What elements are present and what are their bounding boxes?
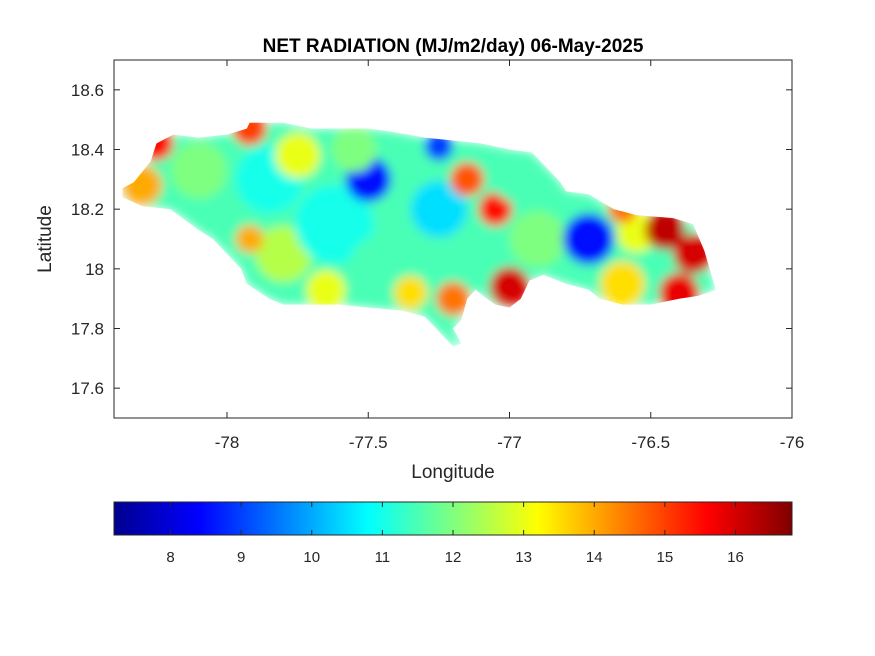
- field-patch-5: [275, 132, 321, 179]
- y-axis-label: Latitude: [35, 205, 56, 273]
- x-axis-label: Longitude: [411, 462, 494, 483]
- field-patch-27: [306, 269, 346, 310]
- field-patch-20: [563, 213, 614, 265]
- field-patch-28: [235, 224, 264, 254]
- field-patch-18: [492, 156, 538, 202]
- x-axis: -78 -77.5 -77 -76.5 -76: [215, 60, 805, 452]
- x-tick-label: -76.5: [631, 433, 670, 452]
- field-patch-17: [489, 266, 530, 307]
- y-tick-label: 17.8: [71, 320, 104, 339]
- colorbar-tick-label: 9: [237, 549, 245, 566]
- x-tick-label: -77: [497, 433, 522, 452]
- y-tick-label: 18.2: [71, 200, 104, 219]
- field-patch-11: [393, 275, 428, 310]
- field-patch-19: [509, 210, 566, 268]
- heatmap-layer: [122, 122, 716, 347]
- y-axis: 17.6 17.8 18 18.2 18.4 18.6: [71, 81, 792, 398]
- field-patch-12: [436, 281, 470, 316]
- colorbar-tick-label: 12: [445, 549, 462, 566]
- field-patch-2: [170, 142, 227, 199]
- field-patch-6: [255, 225, 312, 283]
- y-tick-label: 18.6: [71, 81, 104, 100]
- y-tick-label: 18: [85, 260, 104, 279]
- x-tick-label: -77.5: [349, 433, 388, 452]
- colorbar-tick-label: 13: [515, 549, 532, 566]
- x-tick-label: -78: [215, 433, 240, 452]
- y-tick-label: 18.4: [71, 141, 104, 160]
- colorbar-tick-label: 8: [166, 549, 174, 566]
- colorbar-tick-label: 10: [303, 549, 320, 566]
- field-patch-15: [450, 162, 484, 197]
- colorbar-tick-label: 16: [727, 549, 744, 566]
- y-tick-label: 17.6: [71, 379, 104, 398]
- colorbar-tick-label: 15: [657, 549, 674, 566]
- x-tick-label: -76: [780, 433, 805, 452]
- field-patch-3: [232, 122, 267, 146]
- field-patch-7: [294, 184, 374, 264]
- colorbar-gradient: [113, 501, 793, 536]
- chart-title: NET RADIATION (MJ/m2/day) 06-May-2025: [263, 36, 644, 57]
- field-patch-21: [599, 261, 646, 307]
- field-patch-13: [410, 181, 468, 238]
- colorbar-tick-label: 11: [375, 549, 391, 566]
- axes-box: [113, 59, 793, 419]
- field-patch-16: [478, 192, 513, 227]
- colorbar: 8 9 10 11 12 13 14 15 16: [113, 501, 793, 566]
- field-patch-23: [645, 210, 685, 250]
- field-patch-9: [331, 126, 377, 173]
- colorbar-tick-label: 14: [586, 549, 603, 566]
- colorbar-ticks: 8 9 10 11 12 13 14 15 16: [166, 502, 744, 566]
